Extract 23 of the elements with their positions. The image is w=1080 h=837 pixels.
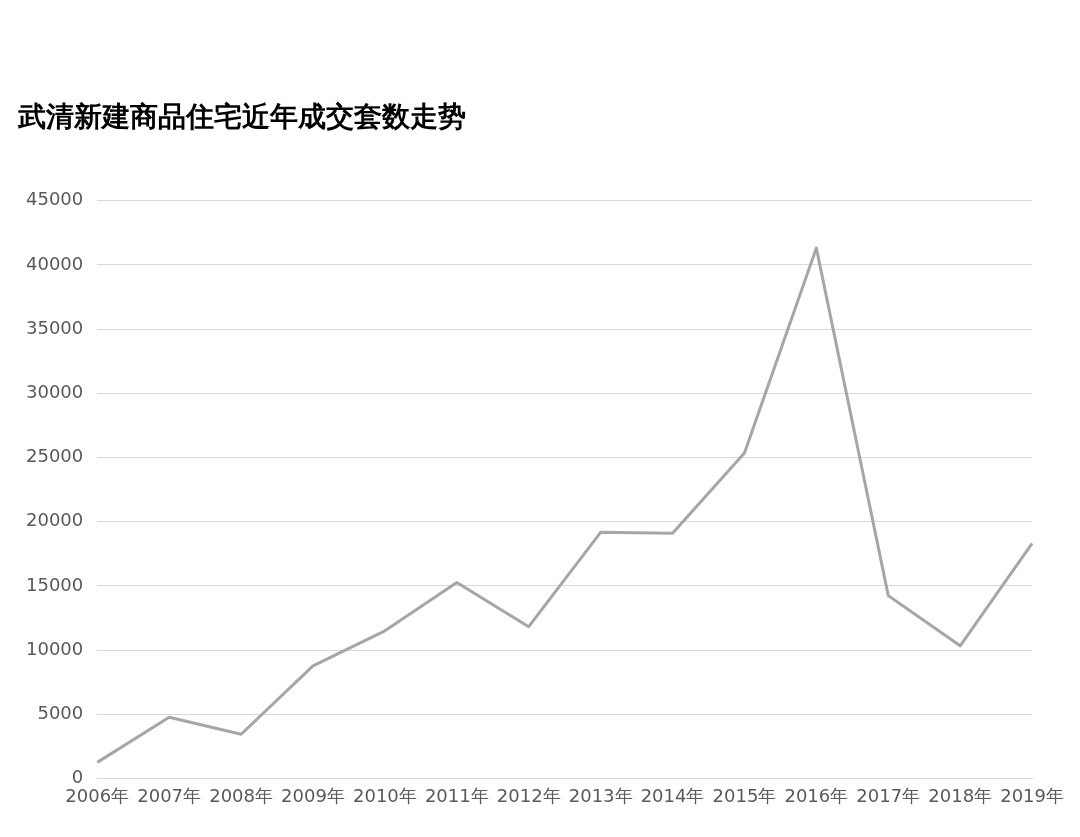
x-tick-label: 2018年 [928, 784, 993, 806]
y-tick-label: 10000 [26, 637, 84, 659]
x-tick-label: 2019年 [1000, 784, 1064, 806]
x-tick-label: 2008年 [209, 784, 273, 806]
x-tick-label: 2011年 [424, 784, 489, 806]
x-tick-label: 2007年 [137, 784, 202, 806]
chart-title: 武清新建商品住宅近年成交套数走势 [17, 99, 467, 135]
x-tick-label: 2017年 [856, 784, 921, 806]
y-tick-label: 35000 [26, 316, 84, 338]
y-tick-label: 15000 [26, 573, 84, 595]
x-tick-label: 2009年 [281, 784, 345, 806]
y-tick-label: 30000 [26, 381, 84, 403]
y-tick-label: 5000 [37, 701, 84, 723]
y-tick-label: 20000 [26, 509, 84, 531]
x-tick-label: 2012年 [496, 784, 561, 806]
x-tick-label: 2013年 [568, 784, 633, 806]
x-tick-label: 2015年 [712, 784, 777, 806]
x-tick-label: 2016年 [784, 784, 849, 806]
y-tick-label: 45000 [26, 188, 84, 210]
y-tick-label: 40000 [26, 252, 84, 274]
y-tick-label: 25000 [26, 445, 84, 467]
x-tick-label: 2010年 [353, 784, 417, 806]
x-tick-label: 2014年 [640, 784, 705, 806]
